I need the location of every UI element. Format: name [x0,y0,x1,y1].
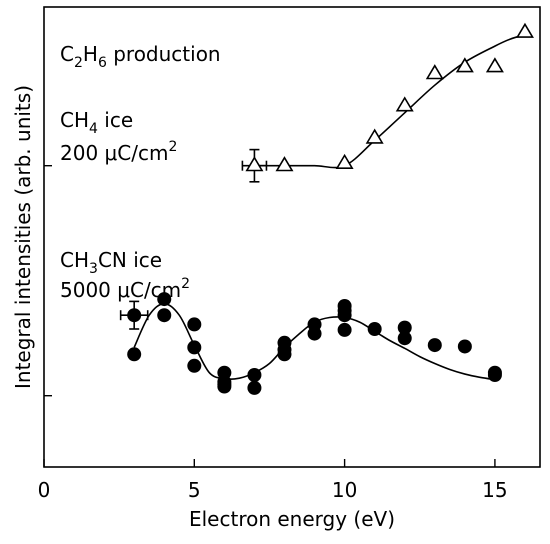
data-point-circle [127,347,142,362]
x-tick-label: 10 [332,478,357,502]
data-point-circle [157,292,172,307]
x-tick-label: 15 [482,478,507,502]
data-point-triangle [515,22,534,38]
data-point-circle [127,308,142,323]
data-point-triangle [455,57,474,73]
data-point-circle [487,368,502,382]
data-point-circle [397,331,412,346]
annotation-product: C2H6 production [60,42,221,71]
data-point-triangle [485,57,504,73]
data-point-circle [457,339,472,354]
x-tick-label: 5 [188,478,201,502]
data-point-circle [337,308,352,323]
data-point-circle [247,380,262,395]
data-point-triangle [245,156,264,172]
y-axis-title: Integral intensities (arb. units) [11,85,35,389]
data-point-triangle [425,64,444,80]
annotation-ch4-line1: CH4 ice [60,108,133,137]
x-tick-label: 0 [38,478,51,502]
data-point-circle [397,320,412,335]
data-point-circle [187,358,202,373]
data-point-circle [187,317,202,332]
data-point-triangle [365,128,384,144]
data-point-circle [337,322,352,337]
data-point-circle [217,377,232,392]
x-axis-ticks: 0 5 10 15 [38,459,508,502]
x-axis-title: Electron energy (eV) [189,507,395,531]
data-point-triangle [395,96,414,112]
y-axis-ticks [44,164,52,397]
annotation-ch4-line2: 200 μC/cm2 [60,139,177,165]
annotation-ch3cn-line1: CH3CN ice [60,248,162,277]
fit-line-series-0 [254,33,526,169]
data-point-circle [277,335,292,350]
data-point-circle [277,347,292,362]
plot-frame [43,6,541,468]
data-point-circle [157,308,172,323]
data-point-circle [187,340,202,355]
data-point-circle [367,322,382,336]
data-point-triangle [335,153,354,169]
data-point-circle [307,326,322,341]
series-layer [119,22,534,395]
data-point-circle [247,368,262,382]
data-point-circle [427,338,442,353]
data-point-triangle [275,156,294,172]
